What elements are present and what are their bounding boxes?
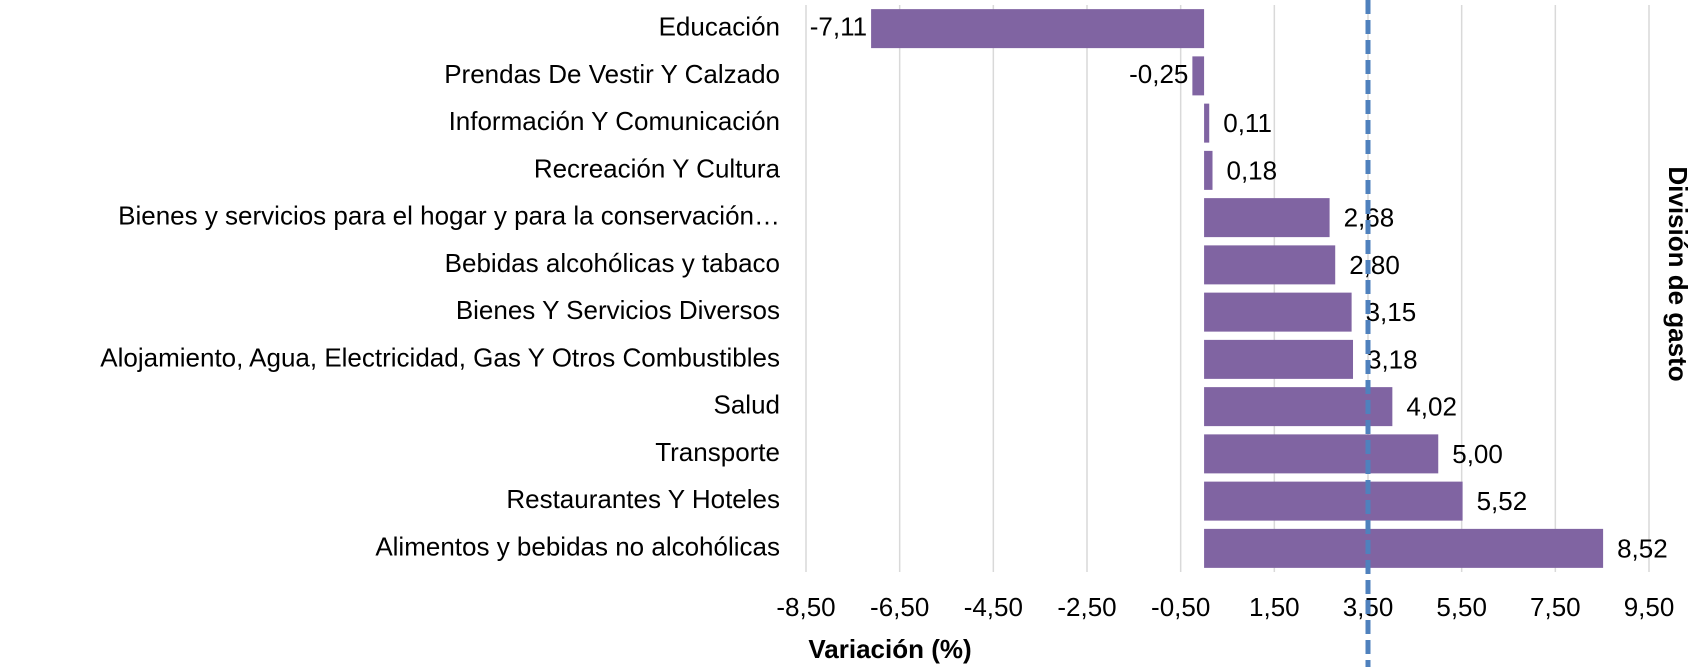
x-tick-label: 7,50 <box>1530 592 1581 622</box>
y-tick-label: Bienes Y Servicios Diversos <box>456 295 780 325</box>
bar <box>1204 387 1393 427</box>
y-tick-label: Transporte <box>655 437 780 467</box>
bar <box>1204 434 1439 474</box>
x-tick-label: 9,50 <box>1624 592 1675 622</box>
value-label: 3,18 <box>1367 344 1418 374</box>
value-label: 8,52 <box>1617 533 1668 563</box>
y-tick-label: Alojamiento, Agua, Electricidad, Gas Y O… <box>100 342 780 372</box>
bar <box>871 9 1205 49</box>
value-label: -7,11 <box>810 12 867 42</box>
value-label: 3,15 <box>1366 297 1417 327</box>
value-label: -0,25 <box>1129 59 1188 89</box>
y-tick-label: Alimentos y bebidas no alcohólicas <box>375 531 780 561</box>
value-label: 5,52 <box>1477 486 1528 516</box>
y-tick-label: Bebidas alcohólicas y tabaco <box>445 248 780 278</box>
bar <box>1204 528 1604 568</box>
y-tick-label: Información Y Comunicación <box>449 106 780 136</box>
value-label: 5,00 <box>1452 439 1503 469</box>
bar <box>1204 292 1352 332</box>
y-tick-label: Salud <box>714 390 781 420</box>
value-label: 4,02 <box>1406 392 1457 422</box>
value-label: 0,18 <box>1227 155 1278 185</box>
x-tick-label: -4,50 <box>964 592 1023 622</box>
y-tick-label: Prendas De Vestir Y Calzado <box>444 59 780 89</box>
y-axis-title: División de gasto <box>1663 166 1692 381</box>
x-tick-label: -2,50 <box>1057 592 1116 622</box>
x-tick-label: -6,50 <box>870 592 929 622</box>
y-tick-label: Educación <box>659 12 780 42</box>
x-tick-label: -8,50 <box>776 592 835 622</box>
value-label: 2,80 <box>1349 250 1400 280</box>
bar <box>1204 245 1336 285</box>
x-tick-label: 1,50 <box>1249 592 1300 622</box>
bar <box>1204 103 1210 143</box>
y-tick-label: Bienes y servicios para el hogar y para … <box>118 201 780 231</box>
bar <box>1204 198 1330 238</box>
bar <box>1192 56 1205 96</box>
bar <box>1204 481 1463 521</box>
y-tick-label: Restaurantes Y Hoteles <box>506 484 780 514</box>
bar <box>1204 150 1213 190</box>
y-tick-label: Recreación Y Cultura <box>534 153 781 183</box>
bar <box>1204 339 1354 379</box>
x-tick-label: 5,50 <box>1436 592 1487 622</box>
x-axis-title: Variación (%) <box>808 634 971 664</box>
value-label: 0,11 <box>1223 108 1272 138</box>
x-tick-label: -0,50 <box>1151 592 1210 622</box>
